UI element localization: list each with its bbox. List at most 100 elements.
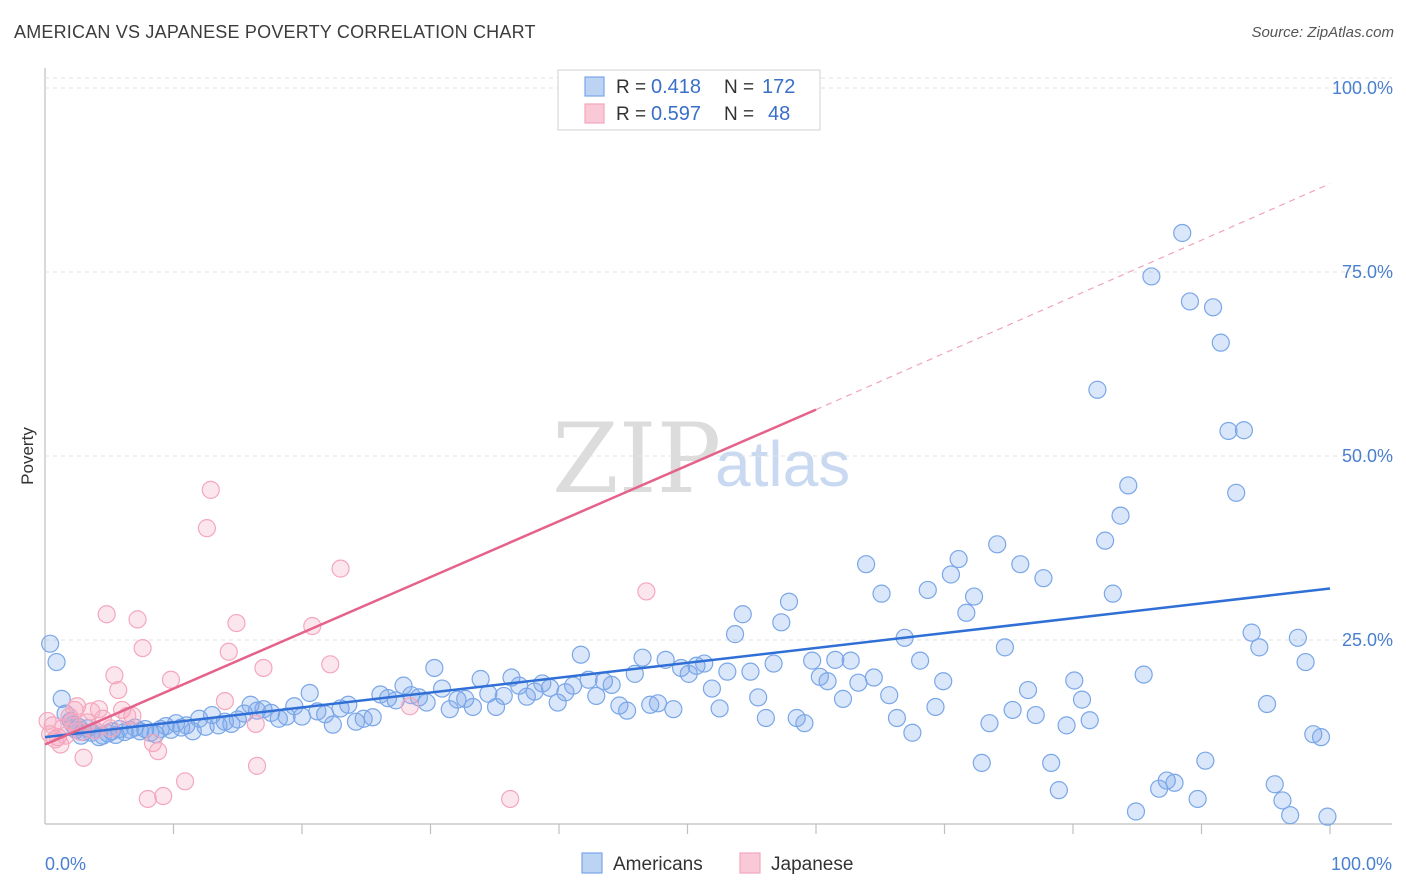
americans-point [494, 686, 513, 706]
japanese-point [148, 742, 168, 761]
americans-point [1219, 421, 1238, 441]
americans-point [857, 555, 876, 574]
japanese-point [254, 658, 273, 678]
americans-point [918, 580, 937, 600]
americans-point [440, 700, 459, 719]
japanese-trendline [44, 408, 817, 746]
americans-point [1242, 623, 1261, 642]
americans-point [633, 648, 652, 667]
x-tick-label-max: 100.0% [1331, 854, 1392, 874]
americans-point [1018, 680, 1038, 700]
americans-point [1042, 753, 1061, 773]
y-tick-label: 100.0% [1332, 78, 1393, 98]
japanese-point [175, 772, 195, 791]
series-legend: Americans Japanese [581, 852, 853, 875]
trendlines [44, 183, 1331, 746]
americans-point [425, 658, 444, 678]
japanese-point [247, 756, 267, 775]
americans-point [733, 605, 752, 624]
japanese-point [154, 786, 173, 806]
americans-points [41, 223, 1337, 826]
japanese-trendline-extension [815, 183, 1331, 411]
japanese-point [138, 789, 157, 809]
americans-point [964, 587, 984, 606]
americans-point [725, 625, 745, 644]
americans-point [864, 668, 883, 687]
americans-point [1311, 728, 1331, 747]
americans-point [292, 707, 312, 726]
americans-point [417, 693, 436, 712]
chart-title: AMERICAN VS JAPANESE POVERTY CORRELATION… [14, 22, 536, 42]
americans-point [1227, 483, 1246, 502]
japanese-point [321, 655, 340, 674]
americans-point [818, 672, 837, 691]
japanese-point [501, 789, 520, 809]
legend-americans-swatch [581, 852, 603, 874]
americans-n-label: N = [724, 77, 754, 98]
americans-point [995, 638, 1014, 657]
americans-point [363, 708, 382, 727]
japanese-swatch [584, 103, 605, 124]
americans-point [710, 699, 729, 718]
americans-point [887, 708, 907, 728]
americans-point [779, 592, 799, 611]
americans-point [1318, 807, 1337, 826]
americans-point [903, 723, 922, 742]
americans-point [803, 651, 822, 670]
americans-point [972, 753, 991, 773]
americans-point [432, 679, 452, 698]
americans-point [795, 714, 814, 733]
japanese-point [68, 697, 87, 716]
japanese-point [219, 642, 238, 661]
americans-point [1026, 705, 1045, 725]
watermark-zip: ZIP [552, 403, 721, 515]
japanese-point [74, 748, 93, 767]
americans-point [602, 675, 621, 694]
americans-point [648, 694, 668, 713]
americans-point [587, 686, 606, 706]
y-tick-labels: 25.0% 50.0% 75.0% 100.0% [1332, 78, 1393, 650]
americans-point [910, 651, 930, 670]
americans-point [1119, 476, 1138, 495]
japanese-point [246, 714, 265, 734]
japanese-point [89, 700, 109, 719]
gridlines [45, 77, 1392, 641]
legend-americans-label: Americans [613, 854, 703, 875]
x-ticks [172, 824, 1331, 834]
japanese-point [97, 605, 116, 624]
americans-point [756, 708, 775, 728]
americans-point [1296, 652, 1315, 672]
japanese-point [128, 610, 147, 629]
americans-point [1257, 694, 1277, 714]
japanese-point [637, 582, 656, 601]
americans-point [718, 662, 737, 681]
americans-point [300, 683, 319, 703]
americans-point [1057, 716, 1076, 735]
americans-point [664, 700, 683, 719]
watermark-atlas: atlas [715, 428, 850, 500]
americans-point [1096, 531, 1115, 550]
americans-point [47, 652, 66, 672]
americans-point [1126, 802, 1146, 821]
japanese-r-value: 0.597 [651, 103, 701, 125]
x-tick-label-min: 0.0% [45, 854, 86, 874]
americans-point [833, 689, 853, 708]
americans-point [1011, 555, 1030, 574]
americans-point [1003, 700, 1022, 720]
americans-point [1281, 806, 1300, 825]
americans-point [1111, 506, 1130, 525]
japanese-point [400, 697, 420, 716]
y-axis-label: Poverty [18, 427, 37, 485]
americans-point [448, 690, 467, 709]
americans-point [1034, 569, 1053, 588]
americans-point [1134, 665, 1153, 684]
americans-point [1088, 380, 1107, 399]
americans-point [1049, 781, 1068, 800]
japanese-n-label: N = [724, 104, 754, 125]
americans-swatch [584, 76, 605, 97]
americans-point [1065, 671, 1084, 690]
japanese-point [133, 638, 152, 658]
americans-point [702, 679, 722, 698]
americans-point [826, 650, 845, 669]
